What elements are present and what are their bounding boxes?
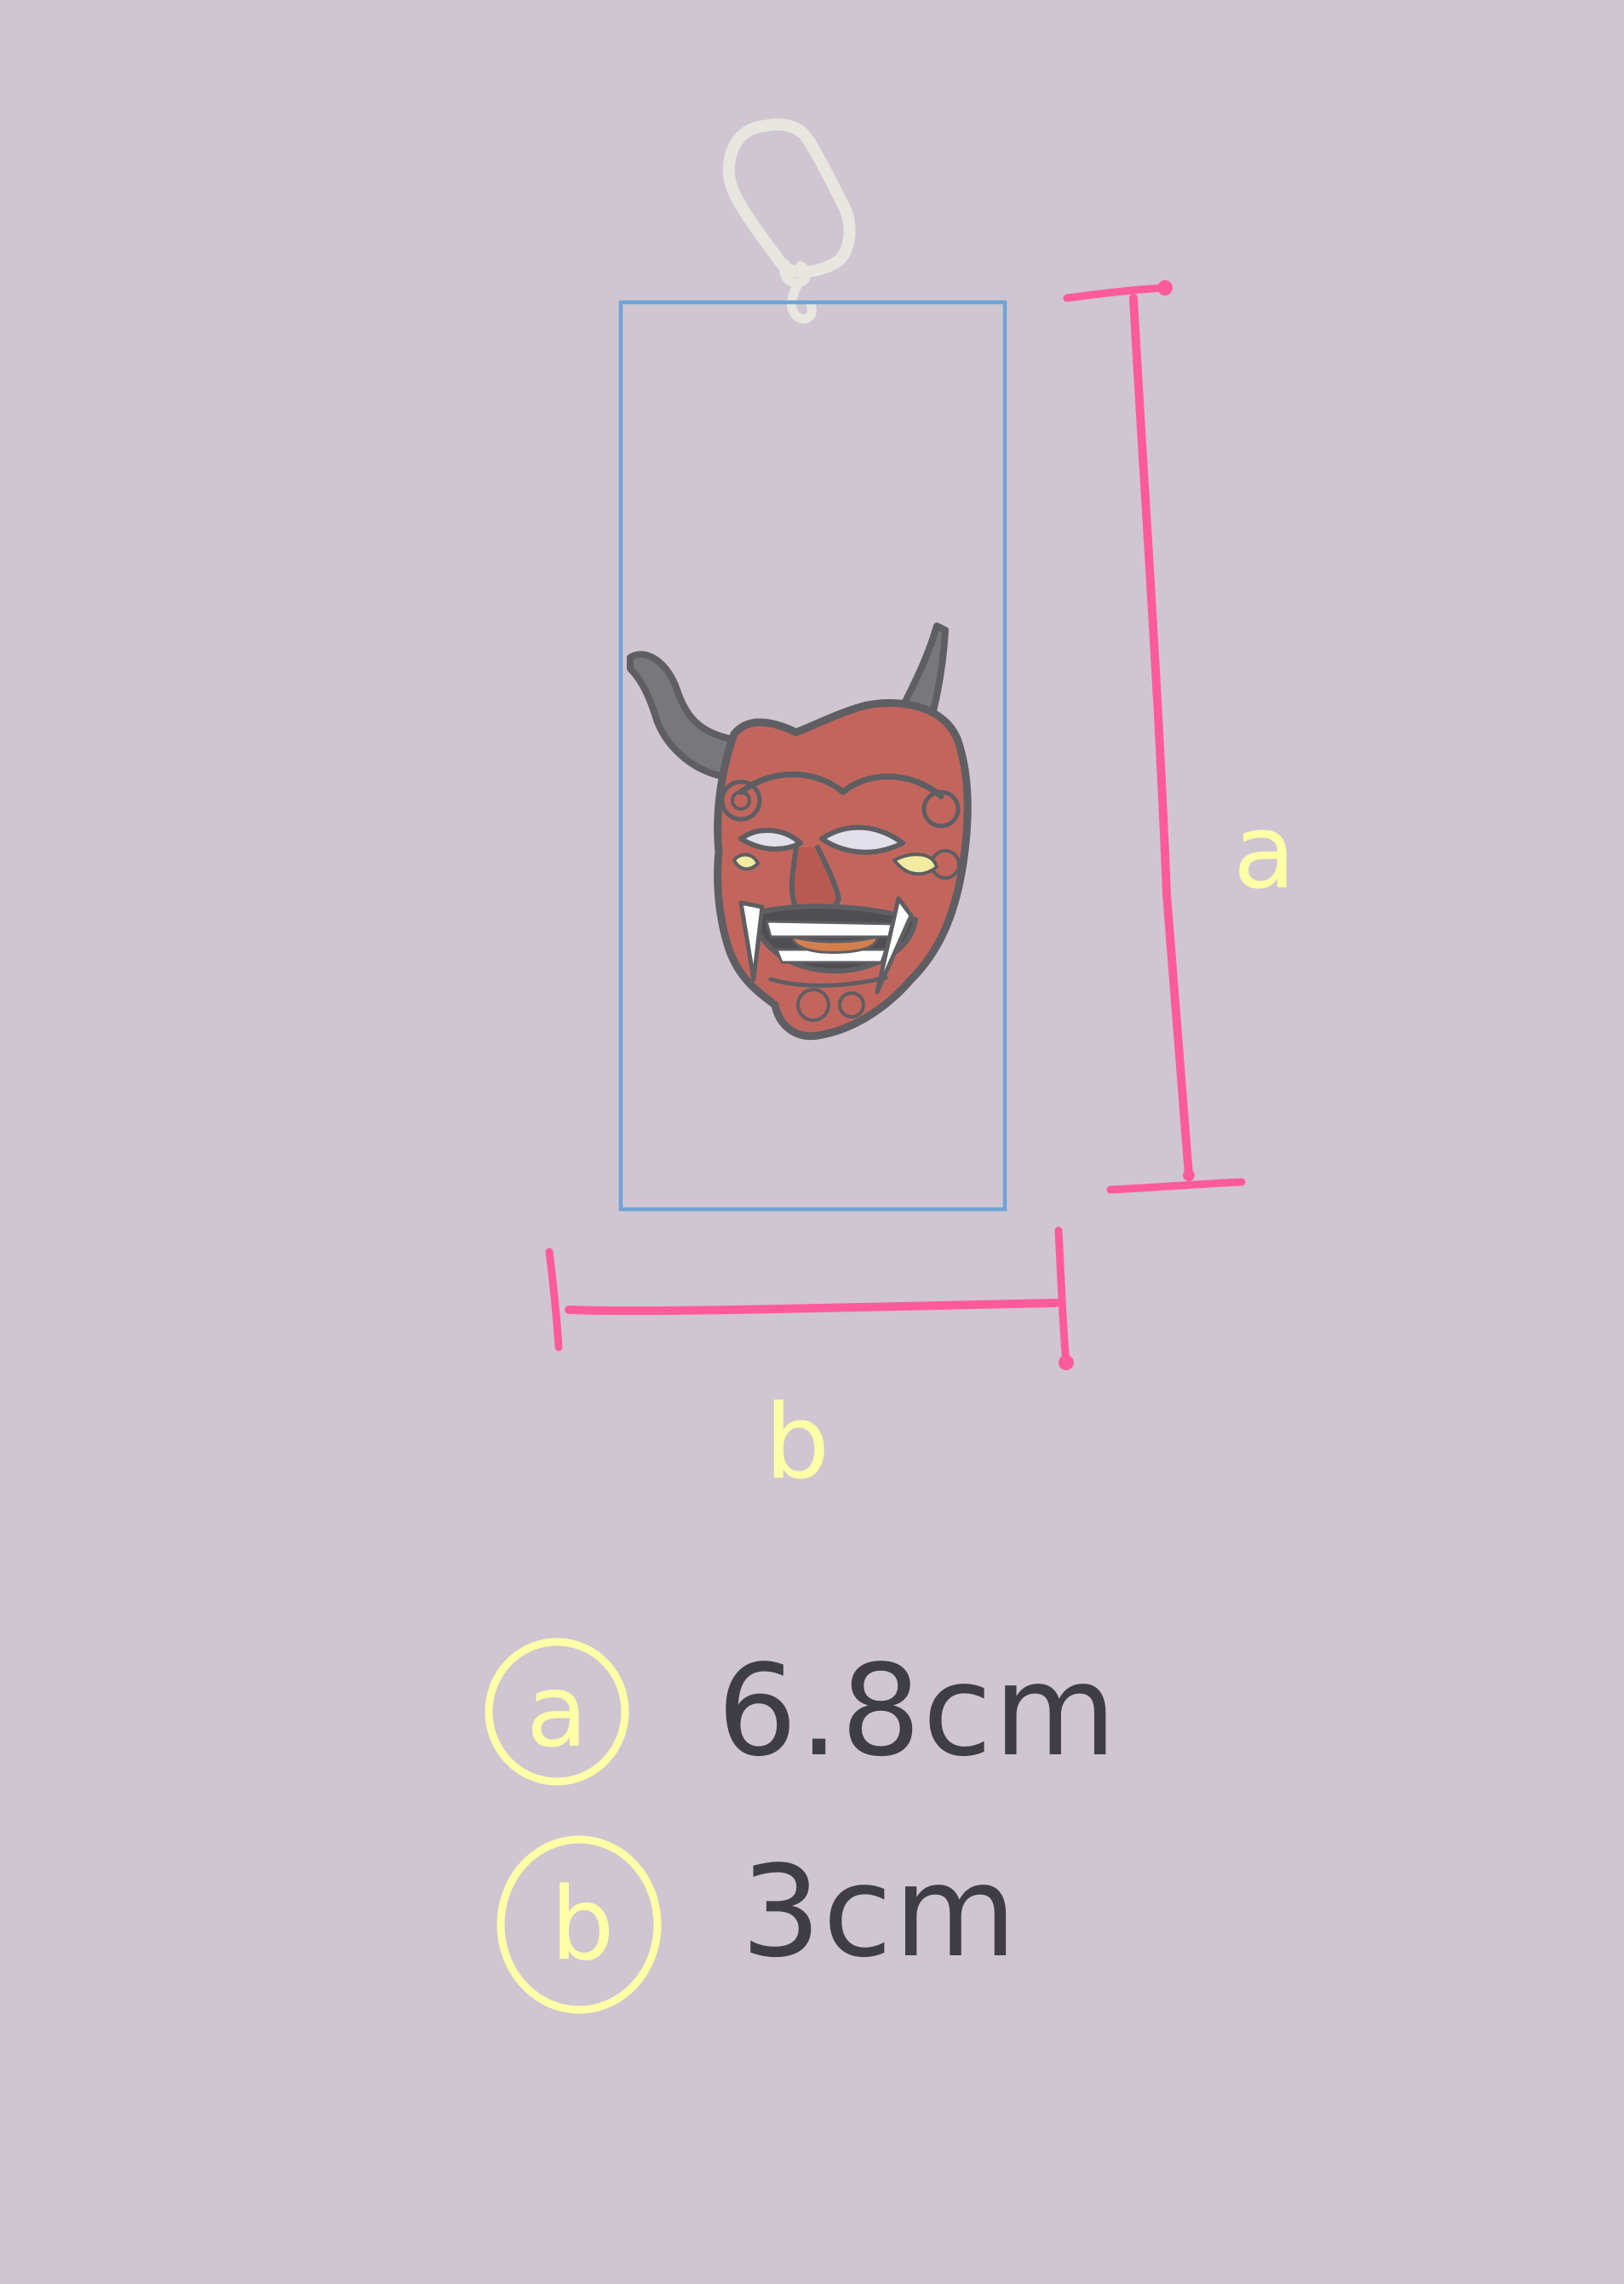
dimension-b-line [545,1226,1074,1370]
legend-a-value: 6.8cm [717,1638,1118,1784]
legend-b-letter: b [551,1865,615,1983]
legend-b-value: 3cm [741,1839,1019,1985]
dimension-b-label: b [765,1384,829,1502]
charm-outline [618,300,1007,1212]
legend-row-b: b 3cm [496,1835,1019,2014]
legend-b-circle [496,1835,662,2014]
legend-a-circle [485,1638,629,1786]
oni-mask-icon [627,623,972,1041]
dimension-a-label: a [1233,794,1296,912]
dimension-a-line [1063,280,1246,1194]
keyring-icon [722,118,856,324]
legend-row-a: a 6.8cm [485,1638,1118,1786]
legend-a-letter: a [526,1652,588,1770]
